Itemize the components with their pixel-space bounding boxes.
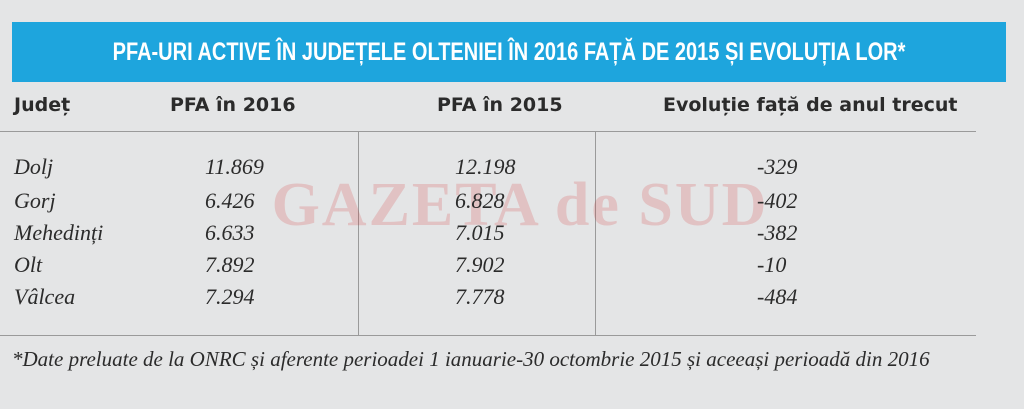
column-header: PFA în 2016 [170, 94, 296, 116]
table-cell: -10 [757, 252, 787, 277]
row-label: Mehedinți [14, 220, 104, 245]
table-cell: -382 [757, 220, 798, 245]
title: PFA-URI ACTIVE ÎN JUDEȚELE OLTENIEI ÎN 2… [112, 38, 906, 66]
table-cell: 7.892 [205, 252, 255, 277]
table-cell: 7.015 [455, 220, 505, 245]
title-bar: PFA-URI ACTIVE ÎN JUDEȚELE OLTENIEI ÎN 2… [12, 22, 1006, 82]
table-cell: 6.426 [205, 188, 255, 213]
table-cell: 11.869 [205, 154, 264, 179]
column-divider [358, 131, 359, 335]
table-cell: 7.294 [205, 284, 255, 309]
header-rule [0, 131, 976, 132]
row-label: Dolj [14, 154, 54, 179]
table-cell: -329 [757, 154, 798, 179]
row-label: Vâlcea [14, 284, 76, 309]
row-label: Olt [14, 252, 43, 277]
table-cell: -484 [757, 284, 798, 309]
table-cell: 7.902 [455, 252, 505, 277]
footnote: *Date preluate de la ONRC și aferente pe… [12, 347, 930, 371]
column-divider [595, 131, 596, 335]
column-header: Evoluție față de anul trecut [663, 94, 958, 116]
row-label: Gorj [14, 188, 56, 213]
column-header: Județ [14, 94, 71, 116]
table-cell: 6.633 [205, 220, 255, 245]
table-cell: 6.828 [455, 188, 505, 213]
watermark: GAZETA de SUD [271, 171, 769, 239]
table-cell: -402 [757, 188, 798, 213]
table-cell: 7.778 [455, 284, 505, 309]
table-cell: 12.198 [455, 154, 516, 179]
bottom-rule [0, 335, 976, 336]
column-header: PFA în 2015 [437, 94, 563, 116]
